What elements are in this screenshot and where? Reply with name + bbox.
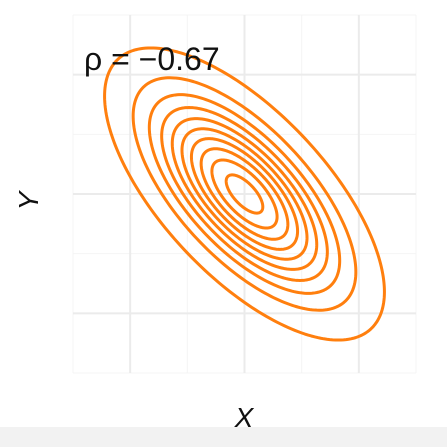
x-axis-title: X (234, 402, 255, 427)
grid-major-lines (73, 15, 416, 373)
contour-lines (103, 46, 386, 342)
contour-line-9 (210, 158, 279, 230)
contour-line-1 (103, 46, 386, 342)
contour-line-6 (180, 127, 309, 261)
chart-svg: ρ = −0.67 X Y (13, 14, 417, 427)
contour-line-7 (189, 137, 300, 251)
correlation-annotation: ρ = −0.67 (84, 41, 220, 77)
contour-line-2 (131, 76, 358, 312)
chart: ρ = −0.67 X Y (13, 14, 417, 427)
contour-line-5 (170, 117, 319, 271)
contour-line-3 (147, 93, 342, 295)
y-axis-title: Y (13, 189, 44, 210)
footer-strip (0, 427, 447, 447)
contour-line-4 (160, 106, 329, 282)
contour-line-10 (224, 173, 265, 215)
contour-line-8 (199, 147, 290, 241)
